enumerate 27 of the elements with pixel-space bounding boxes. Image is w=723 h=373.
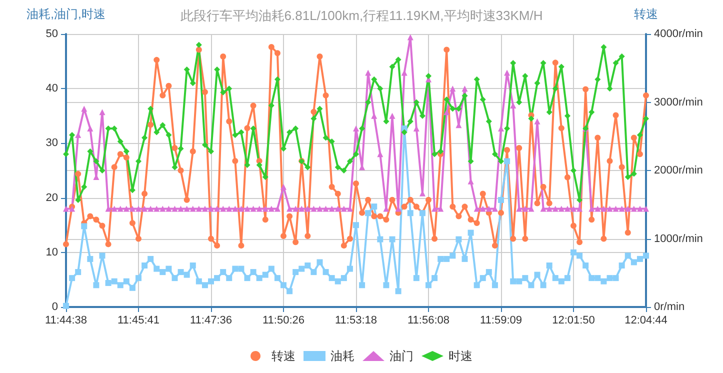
y2-tick-label: 3000r/min: [654, 96, 703, 108]
y-tick-label: 10: [46, 246, 58, 258]
y-axis-title: 油耗,油门,时速: [26, 7, 106, 21]
x-tick-label: 11:56:08: [407, 314, 450, 326]
y2-tick-label: 1000r/min: [654, 232, 703, 245]
x-tick-label: 12:01:50: [552, 314, 595, 326]
y-tick-label: 0: [52, 301, 58, 313]
y2-tick-label: 2000r/min: [654, 164, 703, 176]
x-tick-label: 11:59:09: [480, 314, 522, 326]
x-tick-label: 11:44:38: [44, 314, 88, 326]
legend-label: 油门: [390, 349, 414, 363]
x-tick-label: 11:45:41: [117, 314, 160, 326]
chart-title: 此段行车平均油耗6.81L/100km,行程11.19KM,平均时速33KM/H: [180, 8, 543, 23]
x-tick-label: 11:50:26: [262, 314, 305, 326]
x-tick-label: 11:53:18: [334, 314, 378, 326]
y2-axis-title: 转速: [634, 7, 658, 21]
y-tick-label: 50: [46, 28, 58, 40]
legend-label: 油耗: [330, 349, 354, 363]
y-tick-label: 40: [46, 82, 58, 95]
legend-label: 时速: [448, 349, 472, 363]
x-tick-label: 12:04:44: [624, 314, 668, 326]
x-tick-label: 11:47:36: [190, 314, 232, 326]
y2-tick-label: 0r/min: [654, 301, 685, 313]
y-tick-label: 30: [46, 137, 58, 150]
y-tick-label: 20: [46, 192, 58, 204]
y2-tick-label: 4000r/min: [654, 28, 703, 40]
legend-label: 转速: [272, 349, 296, 363]
